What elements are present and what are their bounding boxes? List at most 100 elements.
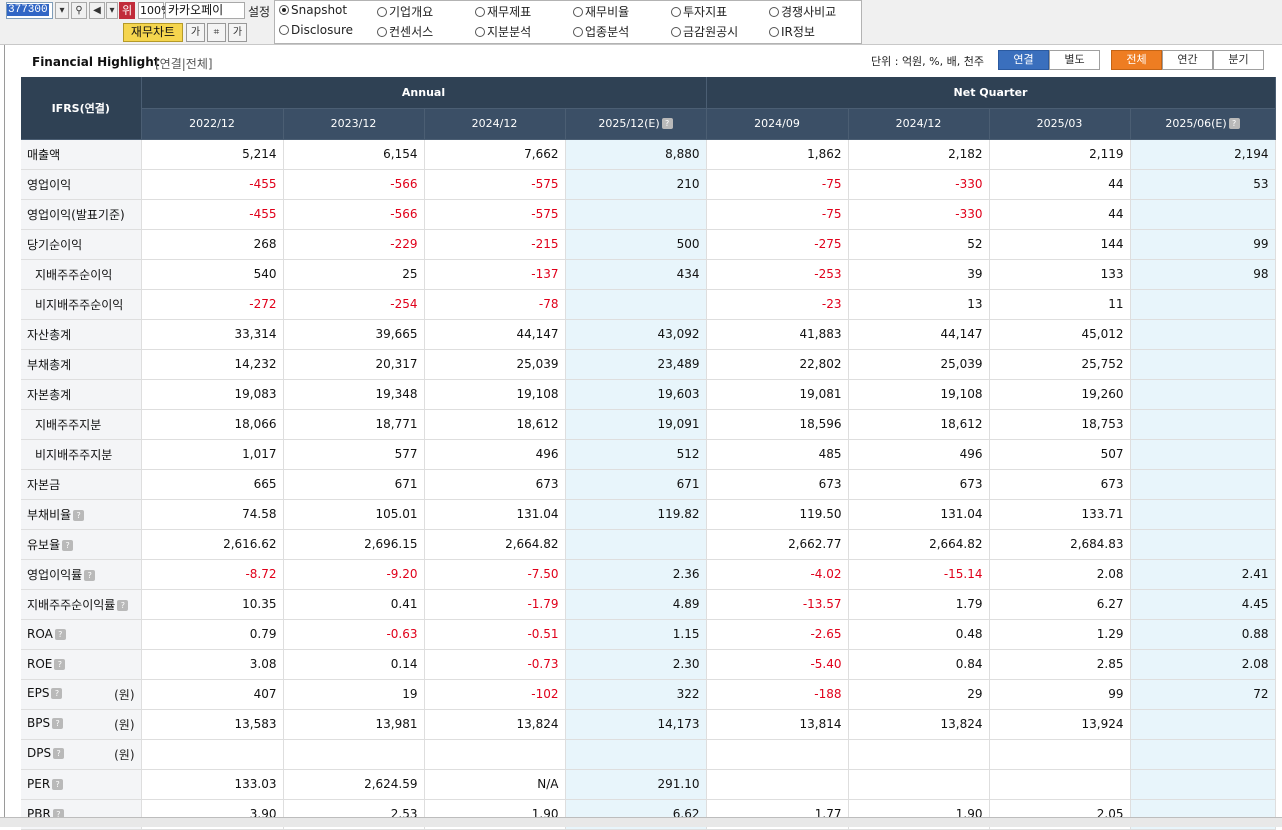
radio-icon (671, 27, 681, 37)
column-header: 2024/12 (848, 108, 990, 140)
row-label-text: ROE (27, 657, 53, 671)
row-label: 자본총계 (21, 379, 142, 410)
menu-disclosure[interactable]: Disclosure (279, 23, 353, 37)
help-icon[interactable]: ? (53, 747, 65, 759)
table-cell: 1.15 (565, 619, 707, 650)
menu-financial-ratios[interactable]: 재무비율 (573, 3, 629, 20)
table-cell: 2,624.59 (283, 769, 425, 800)
table-cell: 322 (565, 679, 707, 710)
table-row: 영업이익(발표기준) -455 -566 -575 -75 -330 44 (21, 199, 1276, 230)
table-cell: 19,081 (706, 379, 849, 410)
table-cell: -75 (706, 169, 849, 200)
table-cell (141, 739, 284, 770)
menu-peer-comparison[interactable]: 경쟁사비교 (769, 3, 836, 20)
table-cell: 2,664.82 (424, 529, 566, 560)
position-button[interactable]: 위 (119, 2, 135, 19)
table-cell: -272 (141, 289, 284, 320)
tab-annual[interactable]: 연간 (1162, 50, 1213, 70)
help-icon[interactable]: ? (52, 809, 64, 820)
table-cell: 119.82 (565, 499, 707, 530)
help-icon[interactable]: ? (661, 118, 673, 129)
table-cell: 18,612 (848, 409, 990, 440)
table-cell: -0.51 (424, 619, 566, 650)
menu-ir-info[interactable]: IR정보 (769, 23, 815, 40)
table-cell: 14,232 (141, 349, 284, 380)
font-decrease-icon[interactable]: 가 (186, 23, 205, 42)
table-cell (1130, 439, 1276, 470)
table-cell: -566 (283, 199, 425, 230)
help-icon[interactable]: ? (1228, 118, 1240, 129)
row-label-text: 지배주주순이익 (35, 267, 113, 282)
table-cell: -254 (283, 289, 425, 320)
table-cell: 671 (565, 469, 707, 500)
table-row: (원) EPS? 407 19 -102 322 -188 29 99 72 (21, 679, 1276, 710)
code-dropdown-icon[interactable]: ▾ (55, 2, 69, 19)
table-cell: 5,214 (141, 139, 284, 170)
column-header: 2022/12 (141, 108, 284, 140)
settings-button[interactable]: 설정 (248, 5, 271, 19)
tab-separate[interactable]: 별도 (1049, 50, 1100, 70)
help-icon[interactable]: ? (73, 509, 85, 521)
help-icon[interactable]: ? (52, 717, 64, 729)
fit-window-icon[interactable]: ⌗ (207, 23, 226, 42)
help-icon[interactable]: ? (52, 779, 64, 790)
table-row: 비지배주주지분 1,017 577 496 512 485 496 507 (21, 439, 1276, 470)
financial-chart-button[interactable]: 재무차트 (123, 23, 183, 42)
table-row: (원) DPS? (21, 739, 1276, 770)
table-cell: -253 (706, 259, 849, 290)
help-icon[interactable]: ? (62, 539, 74, 551)
table-cell: -215 (424, 229, 566, 260)
menu-investment-indicators[interactable]: 투자지표 (671, 3, 727, 20)
menu-financial-statements[interactable]: 재무제표 (475, 3, 531, 20)
row-label: PER? (21, 769, 142, 800)
help-icon[interactable]: ? (54, 659, 66, 670)
help-icon[interactable]: ? (117, 599, 129, 611)
zoom-field[interactable]: 100% (138, 2, 172, 19)
font-increase-icon[interactable]: 가 (228, 23, 247, 42)
table-cell: 3.08 (141, 649, 284, 680)
table-cell (1130, 529, 1276, 560)
table-cell: -330 (848, 169, 990, 200)
table-cell: 2.08 (1130, 649, 1276, 680)
main-panel: Financial Highlight [연결|전체] 단위 : 억원, %, … (4, 45, 1282, 830)
company-name-field[interactable]: 카카오페이 (165, 2, 245, 19)
tab-all[interactable]: 전체 (1111, 50, 1162, 70)
tab-quarterly[interactable]: 분기 (1213, 50, 1264, 70)
table-cell: 53 (1130, 169, 1276, 200)
help-icon[interactable]: ? (51, 687, 63, 699)
table-cell (1130, 379, 1276, 410)
help-icon[interactable]: ? (84, 569, 96, 581)
column-header: 2023/12 (283, 108, 425, 140)
table-cell: 29 (848, 679, 990, 710)
row-label-text: 당기순이익 (27, 237, 83, 252)
menu-consensus[interactable]: 컨센서스 (377, 23, 433, 40)
speaker-icon[interactable]: ◀ (89, 2, 105, 19)
column-header-label: 2025/06(E) (1165, 117, 1227, 130)
menu-company-overview[interactable]: 기업개요 (377, 3, 433, 20)
table-cell: 25,039 (424, 349, 566, 380)
row-label: 비지배주주지분 (21, 439, 142, 470)
column-header-label: 2023/12 (330, 117, 377, 130)
table-cell: 131.04 (848, 499, 990, 530)
table-cell: 72 (1130, 679, 1276, 710)
menu-industry-analysis[interactable]: 업종분석 (573, 23, 629, 40)
table-cell: 13 (848, 289, 990, 320)
table-cell: 8,880 (565, 139, 707, 170)
stock-code-input[interactable]: 377300 (6, 2, 53, 19)
help-icon[interactable]: ? (54, 629, 66, 640)
table-cell: 98 (1130, 259, 1276, 290)
radio-icon (377, 7, 387, 17)
row-label-text: BPS (27, 715, 51, 730)
speaker-dropdown-icon[interactable]: ▾ (106, 2, 118, 19)
menu-ownership-analysis[interactable]: 지분분석 (475, 23, 531, 40)
table-cell: -455 (141, 199, 284, 230)
table-cell: 19,108 (848, 379, 990, 410)
table-cell: -78 (424, 289, 566, 320)
radio-icon (377, 27, 387, 37)
table-cell (1130, 739, 1276, 770)
tab-consolidated[interactable]: 연결 (998, 50, 1049, 70)
table-cell: 133 (989, 259, 1131, 290)
menu-snapshot[interactable]: Snapshot (279, 3, 347, 17)
menu-fss-filings[interactable]: 금감원공시 (671, 23, 738, 40)
search-icon[interactable]: ⚲ (71, 2, 87, 19)
